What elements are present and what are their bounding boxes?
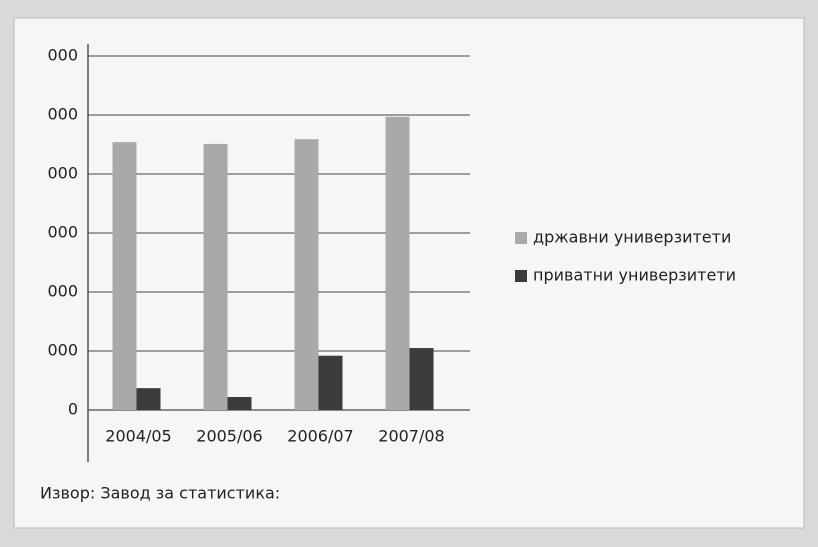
y-tick-label: 000 (47, 46, 78, 65)
y-tick-label: 000 (47, 164, 78, 183)
y-tick-label: 0 (68, 400, 78, 419)
x-tick-label: 2006/07 (287, 427, 353, 446)
bar (227, 397, 252, 410)
legend-label: приватни универзитети (533, 266, 736, 285)
x-tick-label: 2004/05 (105, 427, 171, 446)
bar (203, 143, 228, 410)
legend-swatch (515, 270, 527, 282)
legend-label: државни универзитети (533, 228, 731, 247)
x-tick-label: 2005/06 (196, 427, 262, 446)
bar (385, 116, 410, 411)
y-tick-label: 000 (47, 223, 78, 242)
y-tick-label: 000 (47, 282, 78, 301)
source: Извор: Завод за статистика: (40, 484, 280, 503)
bar (136, 388, 161, 410)
bar (294, 139, 319, 410)
legend-swatch (515, 232, 527, 244)
bar (409, 348, 434, 410)
y-tick-label: 000 (47, 105, 78, 124)
bar (318, 355, 343, 410)
bar (112, 142, 137, 410)
x-tick-label: 2007/08 (378, 427, 444, 446)
y-tick-label: 000 (47, 341, 78, 360)
